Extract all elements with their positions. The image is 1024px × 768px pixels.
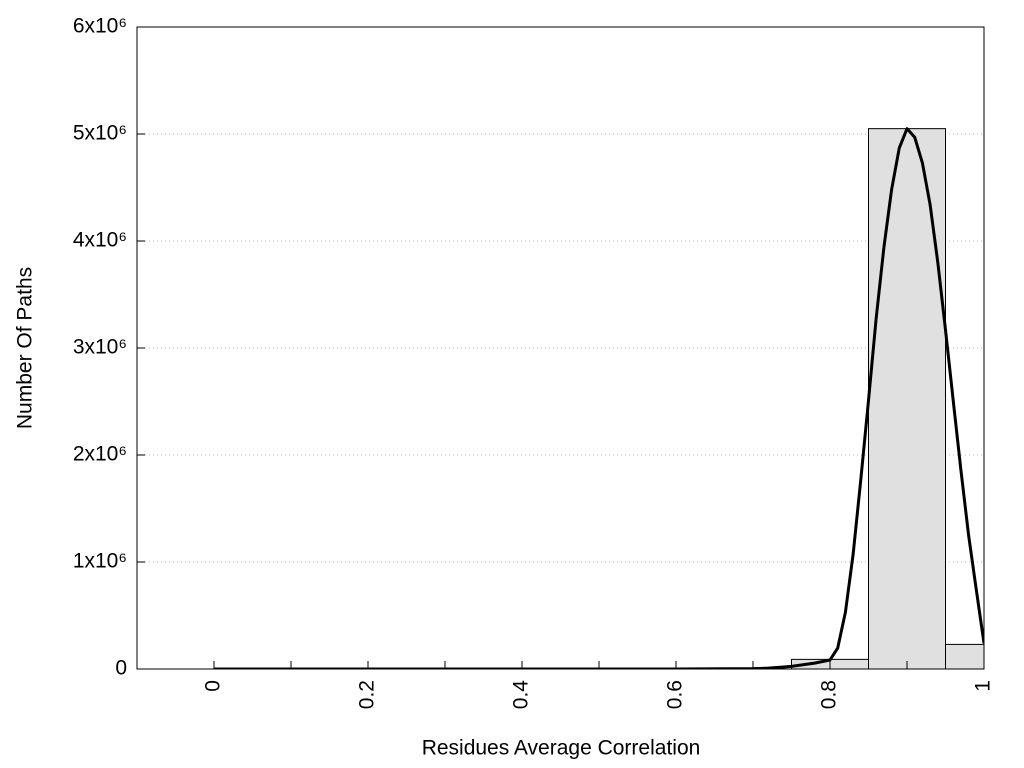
- x-tick-label: 1: [972, 680, 995, 692]
- axes: 0 1x10⁶ 2x10⁶ 3x10⁶ 4x10⁶ 5x10⁶ 6x10⁶ 0 0.2 0.4 0.…: [73, 15, 995, 710]
- x-tick-label: 0.8: [818, 680, 841, 709]
- x-axis-label: Residues Average Correlation: [422, 737, 701, 760]
- y-tick-label: 3x10⁶: [73, 336, 127, 359]
- y-tick-label: 5x10⁶: [73, 122, 127, 145]
- marks: [214, 127, 984, 669]
- plot-area: [137, 27, 984, 669]
- x-tick-label: 0.4: [510, 680, 533, 710]
- y-tick-label: 0: [115, 657, 127, 680]
- y-tick-label: 2x10⁶: [73, 443, 127, 466]
- bar: [868, 128, 946, 669]
- x-tick-label: 0.6: [664, 680, 687, 709]
- bar: [945, 643, 984, 669]
- y-tick-label: 4x10⁶: [73, 229, 127, 252]
- fit-curve: [214, 127, 984, 669]
- x-tick-label: 0.2: [356, 680, 379, 709]
- y-axis-label: Number Of Paths: [14, 267, 37, 429]
- x-tick-label: 0: [202, 680, 225, 692]
- y-tick-label: 6x10⁶: [73, 15, 127, 38]
- y-tick-label: 1x10⁶: [73, 550, 127, 573]
